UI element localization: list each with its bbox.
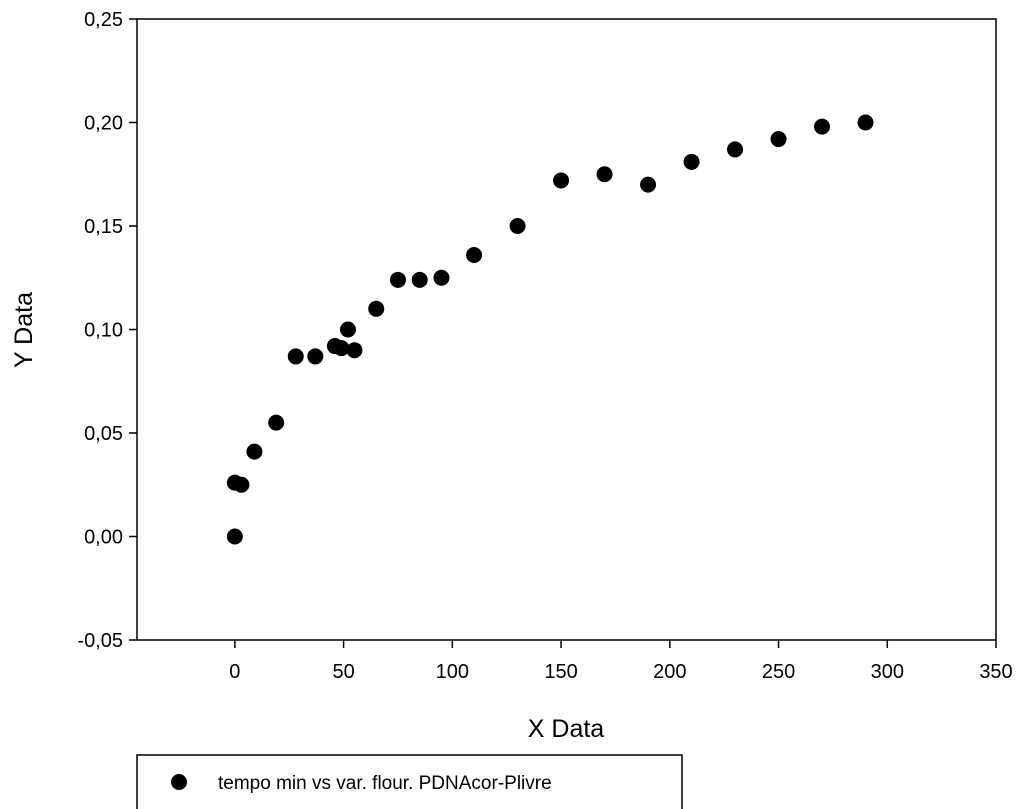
data-point [770, 131, 787, 148]
data-point [814, 118, 831, 135]
x-tick-label: 50 [332, 661, 354, 683]
y-tick-label: 0,00 [84, 527, 123, 549]
x-axis-title: X Data [528, 715, 605, 743]
y-tick-label: -0,05 [77, 630, 123, 652]
y-axis-title: Y Data [10, 292, 38, 368]
data-point [307, 348, 324, 365]
data-point [389, 271, 406, 288]
data-point [640, 176, 657, 193]
y-tick-label: 0,05 [84, 423, 123, 445]
x-tick-label: 350 [979, 661, 1012, 683]
y-tick-label: 0,10 [84, 320, 123, 342]
x-tick-label: 0 [229, 661, 240, 683]
y-axis: -0,05 0,00 0,05 0,10 0,15 0,20 0,25 [77, 9, 137, 652]
data-point [727, 141, 744, 158]
data-point [287, 348, 304, 365]
x-tick-label: 250 [762, 661, 795, 683]
data-point [857, 114, 874, 131]
legend-box [136, 754, 683, 809]
x-tick-label: 100 [436, 661, 469, 683]
legend: tempo min vs var. flour. PDNAcor-Plivre [136, 754, 683, 809]
data-point [433, 269, 450, 286]
data-point [368, 300, 385, 317]
data-points [226, 114, 874, 545]
legend-marker [171, 774, 187, 790]
data-point [339, 321, 356, 338]
data-point [466, 246, 483, 263]
data-point [246, 443, 263, 460]
data-point [553, 172, 570, 189]
data-point [596, 166, 613, 183]
data-point [226, 528, 243, 545]
y-tick-label: 0,15 [84, 216, 123, 238]
data-point [233, 476, 250, 493]
data-point [333, 340, 350, 357]
y-tick-label: 0,25 [84, 9, 123, 31]
y-tick-label: 0,20 [84, 113, 123, 135]
legend-label: tempo min vs var. flour. PDNAcor-Plivre [218, 773, 552, 794]
x-tick-label: 150 [544, 661, 577, 683]
data-point [509, 218, 526, 234]
x-tick-label: 200 [653, 661, 686, 683]
data-point [268, 414, 285, 431]
plot-area-frame [136, 18, 997, 641]
x-axis: 0 50 100 150 200 250 300 350 [229, 640, 1013, 683]
x-tick-label: 300 [871, 661, 904, 683]
data-point [683, 153, 700, 170]
data-point [411, 271, 428, 288]
data-point [346, 342, 363, 359]
